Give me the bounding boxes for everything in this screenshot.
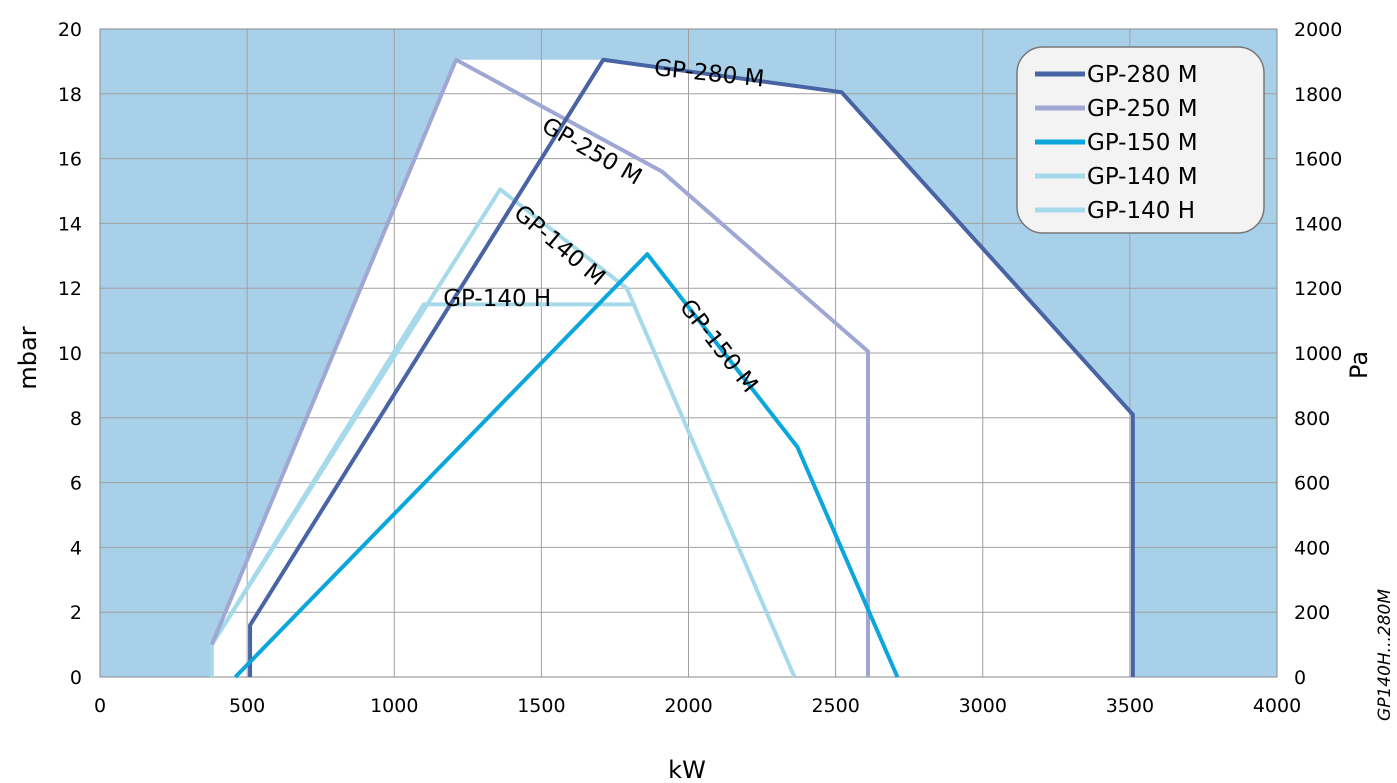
series-line-gp-250-m [209,57,870,677]
x-tick-label: 3000 [959,695,1007,717]
operating-envelope [211,59,1133,677]
x-tick-label: 3500 [1106,695,1154,717]
y2-tick-label: 1600 [1294,149,1342,171]
y-tick-label: 20 [58,19,82,41]
y2-axis-title: Pa [1345,351,1373,379]
y-tick-label: 0 [70,667,82,689]
y2-tick-label: 1800 [1294,84,1342,106]
x-tick-labels: 0 500 1000 1500 2000 2500 3000 3500 4000 [94,695,1301,717]
plot-frame [99,28,1278,678]
curve-label: GP-140 H [443,286,551,312]
side-note: GP140H...280M [1375,589,1395,721]
x-tick-label: 2000 [664,695,712,717]
y2-tick-label: 1400 [1294,213,1342,235]
legend-label: GP-250 M [1087,96,1198,122]
legend-label: GP-150 M [1087,130,1198,156]
y2-tick-label: 800 [1294,408,1330,430]
x-tick-label: 0 [94,695,106,717]
y-tick-label: 6 [70,473,82,495]
y-tick-label: 12 [58,278,82,300]
y-tick-label: 8 [70,408,82,430]
y2-tick-label: 1000 [1294,343,1342,365]
grid [99,28,1278,678]
y-tick-label: 16 [58,149,82,171]
series-line-gp-150-m [233,252,900,679]
y2-tick-label: 200 [1294,602,1330,624]
y-tick-label: 4 [70,537,82,559]
y2-tick-labels: 0 200 400 600 800 1000 1200 1400 1600 1800 2000 [1294,19,1342,689]
y-tick-label: 10 [58,343,82,365]
x-tick-label: 1500 [517,695,565,717]
x-tick-label: 4000 [1253,695,1301,717]
series-line-gp-140-m [210,187,797,678]
x-tick-label: 500 [229,695,265,717]
y2-tick-label: 1200 [1294,278,1342,300]
legend-label: GP-280 M [1087,62,1198,88]
legend: GP-280 M GP-250 M GP-150 M GP-140 M GP-140 H [1016,46,1265,234]
series-lines [209,57,1135,679]
legend-label: GP-140 M [1087,164,1198,190]
legend-label: GP-140 H [1087,198,1195,224]
y2-tick-label: 2000 [1294,19,1342,41]
x-tick-label: 2500 [811,695,859,717]
y-tick-labels: 0 2 4 6 8 10 12 14 16 18 20 [58,19,82,689]
y-tick-label: 18 [58,84,82,106]
series-line-gp-280-m [248,57,1135,677]
y-tick-label: 14 [58,213,82,235]
y-tick-label: 2 [70,602,82,624]
y2-tick-label: 400 [1294,537,1330,559]
y2-tick-label: 600 [1294,473,1330,495]
y-axis-title: mbar [14,326,42,389]
y2-tick-label: 0 [1294,667,1306,689]
legend-box [1016,46,1265,234]
x-tick-label: 1000 [370,695,418,717]
x-axis-title: kW [668,756,706,783]
